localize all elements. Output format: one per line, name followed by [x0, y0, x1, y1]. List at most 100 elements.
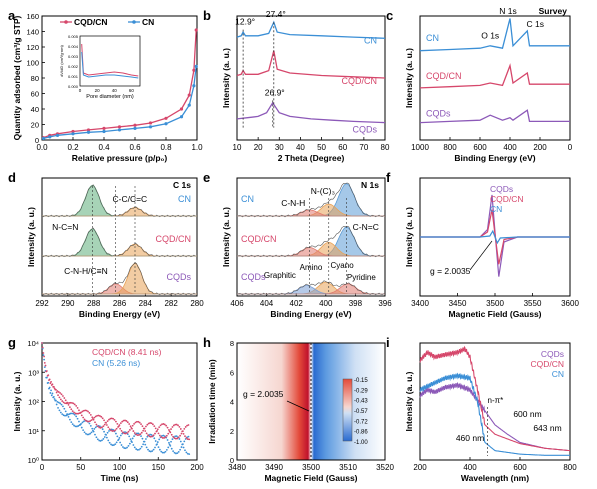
data-point	[45, 370, 48, 372]
y-tick-label: 6	[230, 368, 234, 377]
data-point	[158, 426, 161, 429]
x-tick-label: 1.0	[191, 143, 203, 152]
data-point	[43, 355, 45, 358]
data-point	[82, 429, 85, 432]
data-point	[187, 435, 190, 438]
data-point	[99, 440, 102, 442]
data-point	[127, 430, 130, 433]
data-point	[154, 440, 157, 442]
legend-marker	[64, 20, 68, 24]
x-tick-label: 150	[152, 463, 166, 472]
data-point	[98, 426, 101, 429]
colorbar	[342, 378, 353, 442]
data-point	[186, 438, 189, 440]
peak-annotation: C-N=C	[353, 222, 379, 232]
data-point	[128, 423, 131, 425]
data-point	[131, 424, 134, 427]
data-point	[175, 437, 177, 440]
data-point	[118, 424, 121, 426]
data-point	[126, 446, 128, 449]
data-point	[187, 424, 190, 426]
x-tick-label: 600	[513, 463, 527, 472]
x-tick-label: 80	[381, 143, 390, 152]
plot-frame	[419, 342, 571, 461]
data-point	[89, 413, 92, 416]
data-point	[80, 414, 83, 417]
series-label: CQD/CN	[342, 76, 378, 86]
data-point	[142, 429, 145, 432]
data-point	[74, 425, 77, 428]
panel-e: e 406 404 402 400 398 396 Binding Energy (eV) In…	[203, 170, 392, 319]
colorbar-tick-label: -0.43	[354, 399, 368, 405]
data-point	[150, 433, 153, 436]
data-point	[171, 426, 174, 428]
data-point	[194, 64, 198, 68]
series-label: CN	[364, 35, 377, 45]
panel-b: b 10 20 30 40 50 60 70 80 2 Theta (Degree) Intensi…	[203, 8, 390, 163]
x-axis-label: 2 Theta (Degree)	[278, 153, 345, 163]
data-point	[87, 433, 90, 436]
data-point	[103, 423, 106, 426]
data-point	[161, 437, 164, 439]
data-point	[140, 435, 142, 438]
data-point	[121, 420, 124, 423]
data-point	[167, 446, 170, 449]
colorbar-tick-label: -0.72	[354, 419, 368, 425]
data-point	[69, 406, 71, 409]
data-point	[118, 437, 121, 439]
data-point	[57, 394, 59, 397]
y-axis-label: Intensity (a. u.)	[221, 48, 231, 108]
data-point	[106, 431, 109, 434]
inset-x-tick-label: 0	[79, 88, 82, 93]
data-point	[77, 425, 80, 427]
series-label: CQDs	[426, 108, 451, 118]
data-point	[80, 411, 82, 414]
inset-x-tick-label: 60	[129, 88, 135, 93]
data-point	[92, 418, 95, 421]
data-point	[45, 376, 48, 379]
data-point	[138, 421, 141, 424]
data-point	[112, 417, 115, 420]
panel-a: a 0.0 0.2 0.4 0.6 0.8 1.0 Relative pressure (p/…	[8, 8, 203, 163]
legend-label: CN	[142, 17, 154, 27]
data-point	[128, 435, 131, 438]
data-point	[137, 432, 140, 435]
series-label: CQDs	[353, 125, 378, 135]
data-point	[154, 432, 156, 435]
peak-label: 26.9°	[265, 87, 285, 97]
data-point	[81, 410, 84, 413]
data-point	[169, 444, 172, 447]
spectrum-envelope	[236, 225, 385, 258]
x-tick-label: 3520	[376, 463, 394, 472]
data-point	[95, 436, 98, 439]
data-point	[85, 419, 87, 422]
x-tick-label: 200	[190, 463, 204, 472]
x-tick-label: 0.2	[67, 143, 79, 152]
data-point	[102, 126, 106, 130]
data-point	[59, 398, 62, 401]
data-point	[87, 410, 89, 413]
data-point	[192, 84, 196, 88]
inset-y-tick-label: 0.005	[68, 34, 79, 39]
panel-title: N 1s	[361, 180, 379, 190]
data-point	[75, 425, 78, 428]
data-point	[182, 432, 185, 435]
data-point	[77, 412, 80, 415]
data-point	[172, 424, 175, 427]
data-point	[44, 364, 47, 367]
data-point	[172, 450, 175, 453]
legend-label: CN (5.26 ns)	[92, 358, 140, 368]
x-tick-label: 3480	[228, 463, 246, 472]
x-tick-label: 284	[139, 299, 153, 308]
series-label: CQDs	[241, 272, 266, 282]
legend-label: CQDs	[490, 184, 513, 194]
spectrum-envelope	[41, 184, 196, 218]
y-tick-label: 10⁴	[27, 339, 39, 348]
data-point	[150, 422, 153, 425]
peak-annotation: 460 nm	[456, 433, 484, 443]
legend-label: CQD/CN	[74, 17, 108, 27]
data-point	[145, 438, 147, 440]
x-tick-label: 100	[113, 463, 127, 472]
x-tick-label: 282	[164, 299, 178, 308]
data-point	[66, 413, 69, 416]
